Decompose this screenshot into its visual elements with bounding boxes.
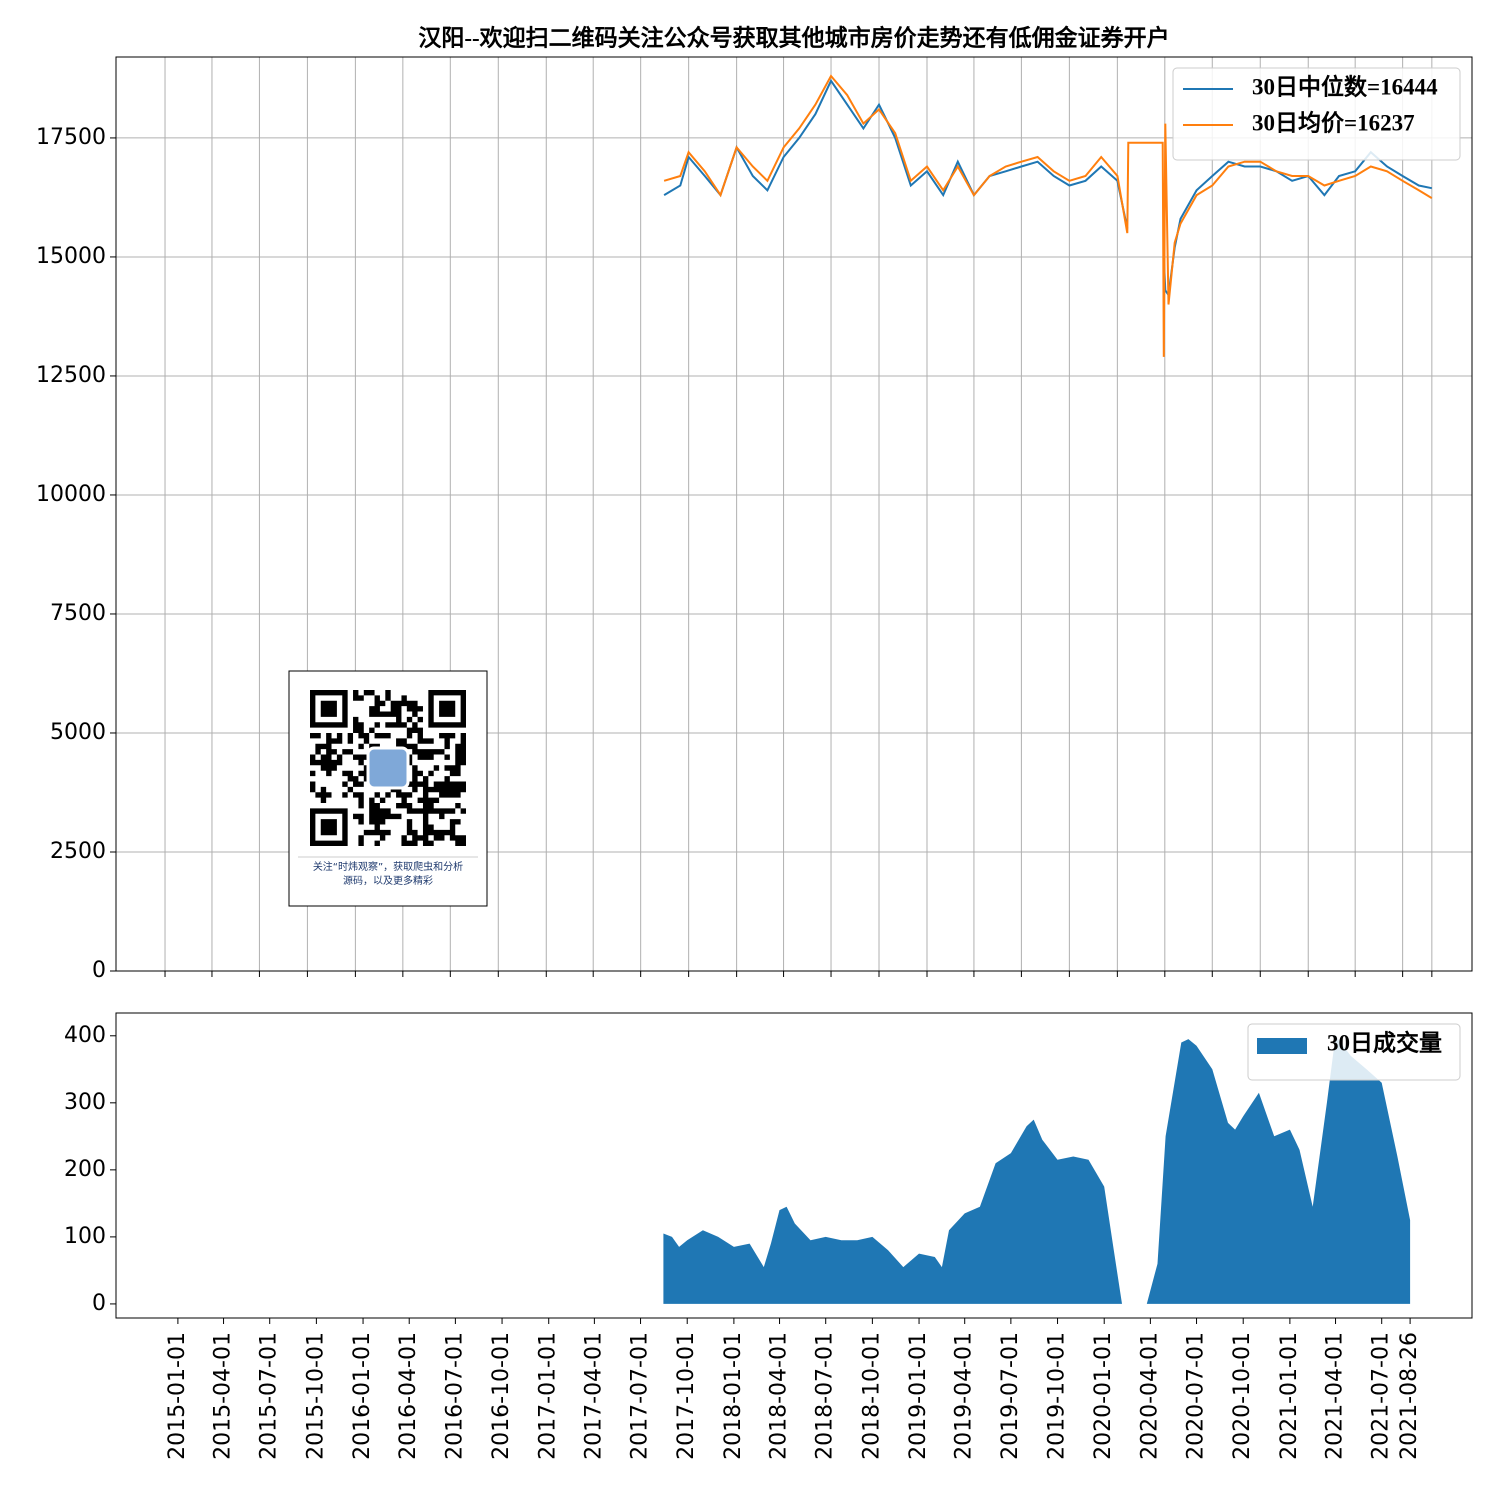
x-tick-label: 2018-07-01 <box>813 1332 838 1460</box>
x-tick-label: 2019-07-01 <box>998 1332 1023 1460</box>
y-tick-label: 400 <box>64 1023 106 1048</box>
y-tick-label: 300 <box>64 1090 106 1115</box>
legend-label: 30日均价=16237 <box>1252 109 1415 135</box>
x-tick-label: 2021-07-01 <box>1369 1332 1394 1460</box>
y-tick-label: 0 <box>92 1291 106 1316</box>
axes-frame <box>115 56 1473 972</box>
x-tick-label: 2018-10-01 <box>859 1332 884 1460</box>
x-tick-label: 2021-04-01 <box>1323 1332 1348 1460</box>
x-tick-label: 2018-04-01 <box>767 1332 792 1460</box>
legend-label: 30日中位数=16444 <box>1252 73 1438 99</box>
x-tick-label: 2018-01-01 <box>721 1332 746 1460</box>
x-tick-label: 2021-01-01 <box>1277 1332 1302 1460</box>
x-tick-label: 2015-07-01 <box>257 1332 282 1460</box>
x-tick-label: 2017-10-01 <box>674 1332 699 1460</box>
x-tick-label: 2015-10-01 <box>303 1332 328 1460</box>
x-tick-label: 2019-04-01 <box>952 1332 977 1460</box>
x-tick-label: 2016-01-01 <box>350 1332 375 1460</box>
x-tick-label: 2020-07-01 <box>1184 1332 1209 1460</box>
y-tick-label: 12500 <box>36 363 106 388</box>
x-tick-label: 2016-04-01 <box>396 1332 421 1460</box>
x-tick-label: 2020-01-01 <box>1091 1332 1116 1460</box>
x-tick-label: 2015-01-01 <box>165 1332 190 1460</box>
y-tick-label: 200 <box>64 1157 106 1182</box>
qr-modules <box>310 690 466 846</box>
y-tick-label: 100 <box>64 1224 106 1249</box>
x-tick-label: 2020-04-01 <box>1137 1332 1162 1460</box>
x-tick-label: 2016-10-01 <box>489 1332 514 1460</box>
y-tick-label: 0 <box>92 958 106 983</box>
legend-label: 30日成交量 <box>1327 1029 1442 1055</box>
x-tick-label: 2017-01-01 <box>536 1332 561 1460</box>
y-tick-label: 5000 <box>50 720 106 745</box>
y-tick-label: 10000 <box>36 482 106 507</box>
x-tick-label: 2020-10-01 <box>1230 1332 1255 1460</box>
x-tick-label: 2015-04-01 <box>211 1332 236 1460</box>
y-tick-label: 15000 <box>36 244 106 269</box>
qr-caption: 源码，以及更多精彩 <box>343 874 433 887</box>
line-series <box>663 74 1433 357</box>
x-tick-label: 2021-08-26 <box>1397 1332 1422 1460</box>
axes: 2015-01-01 2015-04-01 2015-07-01 2015-10-01… <box>64 1012 1473 1460</box>
qr-logo <box>366 746 410 790</box>
y-tick-label: 2500 <box>50 839 106 864</box>
chart-title: 汉阳--欢迎扫二维码关注公众号获取其他城市房价走势还有低佣金证券开户 <box>418 24 1169 50</box>
y-tick-label: 17500 <box>36 125 106 150</box>
y-tick-label: 7500 <box>50 601 106 626</box>
x-tick-label: 2019-10-01 <box>1045 1332 1070 1460</box>
axes: 0 2500 5000 7500 10000 12500 15000 17500 30日中位数=… <box>36 56 1473 983</box>
x-tick-label: 2016-07-01 <box>442 1332 467 1460</box>
legend-box <box>1172 67 1461 161</box>
area-series <box>663 1035 1411 1304</box>
axes-frame <box>115 1012 1473 1319</box>
qr-caption: 关注“时炜观察”，获取爬虫和分析 <box>313 860 463 873</box>
x-tick-label: 2019-01-01 <box>906 1332 931 1460</box>
legend-swatch <box>1257 1038 1307 1054</box>
x-tick-label: 2017-04-01 <box>581 1332 606 1460</box>
x-tick-label: 2017-07-01 <box>628 1332 653 1460</box>
